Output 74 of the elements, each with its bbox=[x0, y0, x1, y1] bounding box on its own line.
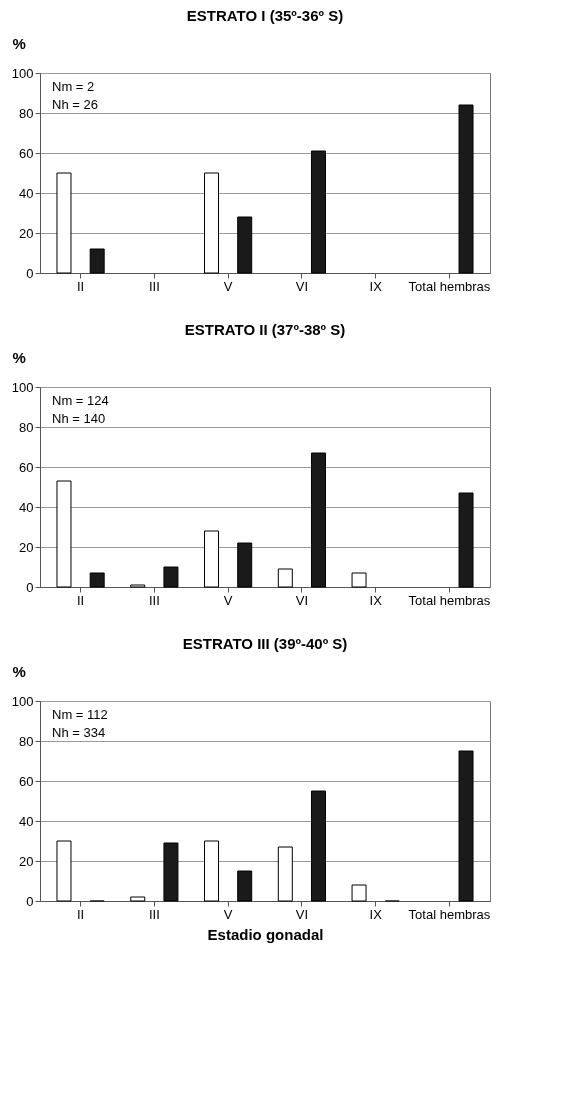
bar bbox=[458, 492, 474, 588]
annotation: Nh = 26 bbox=[52, 97, 98, 112]
y-tick-label: 60 bbox=[19, 773, 34, 789]
x-tick-label: IX bbox=[369, 592, 383, 608]
bar bbox=[237, 216, 253, 274]
bar bbox=[310, 150, 326, 274]
bar bbox=[204, 530, 220, 588]
x-tick-label: III bbox=[148, 278, 160, 294]
x-tick-label: VI bbox=[295, 592, 309, 608]
y-tick-label: 40 bbox=[19, 813, 34, 829]
bar bbox=[56, 172, 72, 274]
bar bbox=[310, 790, 326, 902]
x-tick-label: III bbox=[148, 592, 160, 608]
y-tick-label: 20 bbox=[19, 539, 34, 555]
bar bbox=[56, 840, 72, 902]
chart-title: ESTRATO II (37º-38º S) bbox=[184, 321, 346, 338]
bar bbox=[351, 572, 367, 588]
bar bbox=[163, 566, 179, 588]
bar bbox=[89, 248, 105, 274]
y-tick-label: 80 bbox=[19, 733, 34, 749]
y-tick-label: 100 bbox=[11, 65, 34, 81]
x-tick-label: II bbox=[76, 906, 85, 922]
y-axis-title: % bbox=[12, 34, 26, 52]
bar bbox=[204, 840, 220, 902]
bar bbox=[458, 104, 474, 274]
y-tick-label: 40 bbox=[19, 185, 34, 201]
annotation: Nm = 124 bbox=[52, 393, 109, 408]
x-tick-label: IX bbox=[369, 906, 383, 922]
x-tick-label: Total hembras bbox=[408, 278, 491, 294]
chart-title: ESTRATO III (39º-40º S) bbox=[182, 635, 348, 652]
annotation: Nh = 140 bbox=[52, 411, 106, 426]
x-tick-label: V bbox=[223, 592, 233, 608]
y-axis-title: % bbox=[12, 348, 26, 366]
x-tick-label: VI bbox=[295, 278, 309, 294]
x-tick-label: IX bbox=[369, 278, 383, 294]
bar bbox=[237, 870, 253, 902]
chart-title: ESTRATO I (35º-36º S) bbox=[186, 7, 344, 24]
x-tick-label: V bbox=[223, 278, 233, 294]
x-tick-label: Total hembras bbox=[408, 592, 491, 608]
y-tick-label: 0 bbox=[26, 579, 34, 595]
y-tick-label: 100 bbox=[11, 693, 34, 709]
x-tick-label: II bbox=[76, 278, 85, 294]
y-tick-label: 0 bbox=[26, 893, 34, 909]
x-tick-label: II bbox=[76, 592, 85, 608]
y-tick-label: 80 bbox=[19, 105, 34, 121]
bar bbox=[130, 896, 146, 902]
y-tick-label: 40 bbox=[19, 499, 34, 515]
y-tick-label: 20 bbox=[19, 853, 34, 869]
annotation: Nm = 112 bbox=[52, 707, 108, 722]
bar bbox=[277, 568, 293, 588]
bar bbox=[130, 584, 146, 588]
y-tick-label: 60 bbox=[19, 459, 34, 475]
bar bbox=[89, 572, 105, 588]
y-tick-label: 20 bbox=[19, 225, 34, 241]
x-axis-title: Estadio gonadal bbox=[207, 925, 324, 943]
y-tick-label: 0 bbox=[26, 265, 34, 281]
bar bbox=[277, 846, 293, 902]
y-tick-label: 80 bbox=[19, 419, 34, 435]
x-tick-label: V bbox=[223, 906, 233, 922]
bar bbox=[310, 452, 326, 588]
bar bbox=[351, 884, 367, 902]
annotation: Nm = 2 bbox=[52, 79, 95, 94]
bar bbox=[204, 172, 220, 274]
bar bbox=[163, 842, 179, 902]
annotation: Nh = 334 bbox=[52, 725, 106, 740]
y-tick-label: 100 bbox=[11, 379, 34, 395]
bar bbox=[56, 480, 72, 588]
x-tick-label: VI bbox=[295, 906, 309, 922]
y-tick-label: 60 bbox=[19, 145, 34, 161]
bar bbox=[237, 542, 253, 588]
x-tick-label: III bbox=[148, 906, 160, 922]
x-tick-label: Total hembras bbox=[408, 906, 491, 922]
bar bbox=[458, 750, 474, 902]
y-axis-title: % bbox=[12, 662, 26, 680]
